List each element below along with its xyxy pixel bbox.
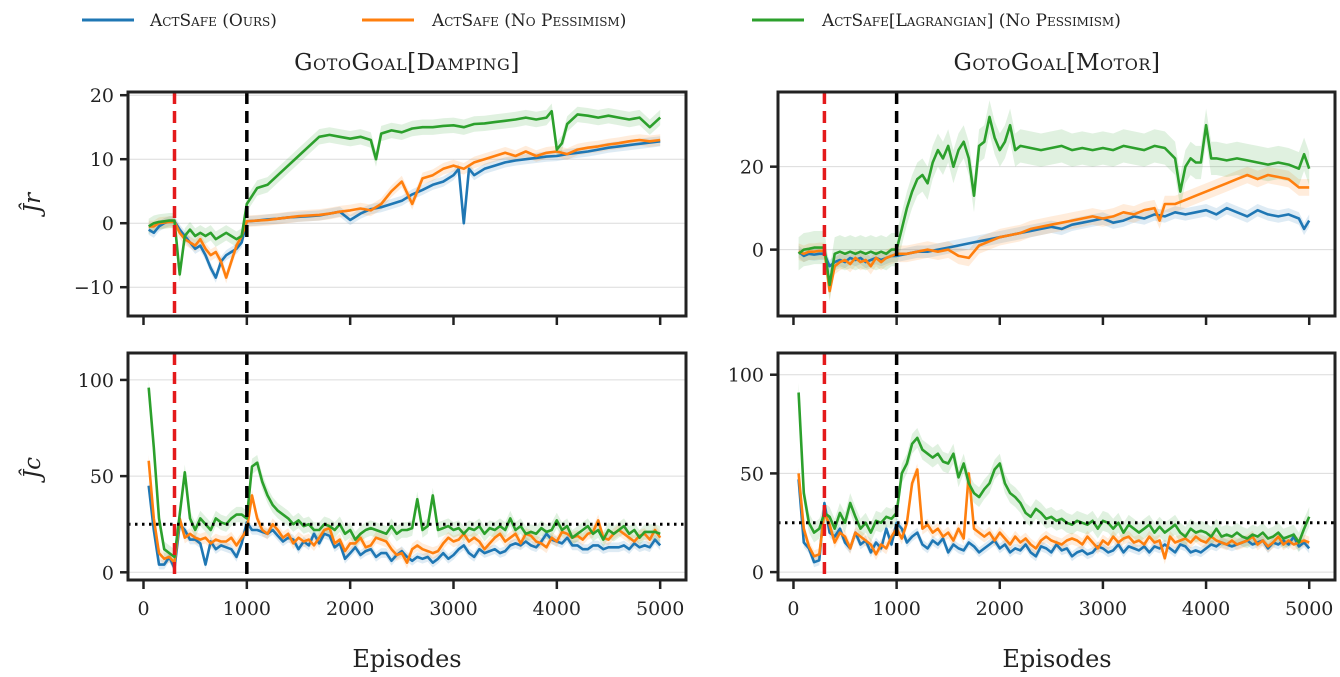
xlabel-right: Episodes	[1002, 645, 1111, 673]
axes-frame	[126, 90, 688, 318]
xtick-label-3: 3000	[429, 598, 477, 620]
ytick-label-0: 0	[752, 562, 764, 584]
xtick-label-2: 2000	[326, 598, 374, 620]
band-actsafe-lagrangian-no-pessimism	[798, 382, 1310, 553]
plot-area	[797, 92, 1311, 316]
series-line-actsafe-lagrangian-no-pessimism	[797, 392, 1311, 544]
xtick-label-2: 2000	[976, 598, 1024, 620]
panel-damping-reward: −10 0 10 20	[74, 85, 688, 325]
ylabel-reward: Ĵr	[19, 191, 46, 217]
ytick-label-1: 50	[90, 466, 114, 488]
ytick-label-1: 50	[740, 463, 764, 485]
series-line-actsafe-no-pessimism	[798, 173, 1310, 293]
ytick-label-2: 100	[78, 370, 114, 392]
legend-label-actsafe-ours: ActSafe (Ours)	[149, 11, 277, 31]
series-line-actsafe-no-pessimism	[148, 138, 661, 279]
series-line-actsafe-lagrangian-no-pessimism	[797, 115, 1311, 287]
legend-label-actsafe-no-pessimism: ActSafe (No Pessimism)	[431, 11, 626, 31]
ytick-label-0: 0	[102, 562, 114, 584]
band-actsafe-no-pessimism	[148, 134, 661, 284]
xlabel-left: Episodes	[352, 645, 461, 673]
xtick-label-0: 0	[137, 598, 149, 620]
series-line-actsafe-lagrangian-no-pessimism	[147, 387, 661, 559]
ytick-label-1: 20	[740, 157, 764, 179]
xtick-label-0: 0	[787, 598, 799, 620]
xtick-label-5: 5000	[1285, 598, 1333, 620]
axes-frame	[776, 351, 1337, 582]
xtick-label-5: 5000	[636, 598, 684, 620]
xtick-label-3: 3000	[1079, 598, 1127, 620]
series-line-actsafe-ours	[148, 140, 661, 279]
ytick-label-2: 10	[90, 149, 114, 171]
ytick-label-0: 0	[752, 240, 764, 262]
band-actsafe-lagrangian-no-pessimism	[148, 103, 661, 283]
xtick-label-4: 4000	[1182, 598, 1230, 620]
legend-label-lagrangian: ActSafe[Lagrangian] (No Pessimism)	[821, 11, 1121, 31]
axes-frame	[776, 90, 1337, 318]
series-line-actsafe-ours	[147, 485, 662, 570]
plot-area	[128, 353, 686, 580]
xtick-label-1: 1000	[872, 598, 920, 620]
series-line-actsafe-lagrangian-no-pessimism	[148, 109, 662, 276]
ylabel-cost: Ĵc	[19, 457, 46, 483]
band-actsafe-no-pessimism	[798, 166, 1310, 300]
ytick-label-2: 100	[728, 365, 764, 387]
band-actsafe-lagrangian-no-pessimism	[798, 100, 1310, 302]
band-actsafe-ours	[148, 480, 661, 574]
xtick-label-1: 1000	[223, 598, 271, 620]
ytick-label-3: 20	[90, 85, 114, 107]
legend: ActSafe (Ours) ActSafe (No Pessimism) Ac…	[82, 11, 1121, 31]
band-actsafe-ours	[148, 136, 661, 283]
ytick-label-1: 0	[102, 213, 114, 235]
title-motor: GotoGoal[Motor]	[954, 50, 1161, 76]
xtick-label-4: 4000	[533, 598, 581, 620]
series-line-actsafe-no-pessimism	[797, 468, 1310, 560]
plot-area	[778, 353, 1335, 580]
axes-frame	[126, 351, 688, 582]
plot-area	[148, 92, 662, 316]
band-actsafe-ours	[798, 201, 1310, 273]
ytick-label-0: −10	[74, 277, 114, 299]
band-actsafe-no-pessimism	[148, 455, 661, 569]
panel-motor-reward: 0 20	[740, 90, 1337, 325]
title-damping: GotoGoal[Damping]	[294, 50, 520, 76]
